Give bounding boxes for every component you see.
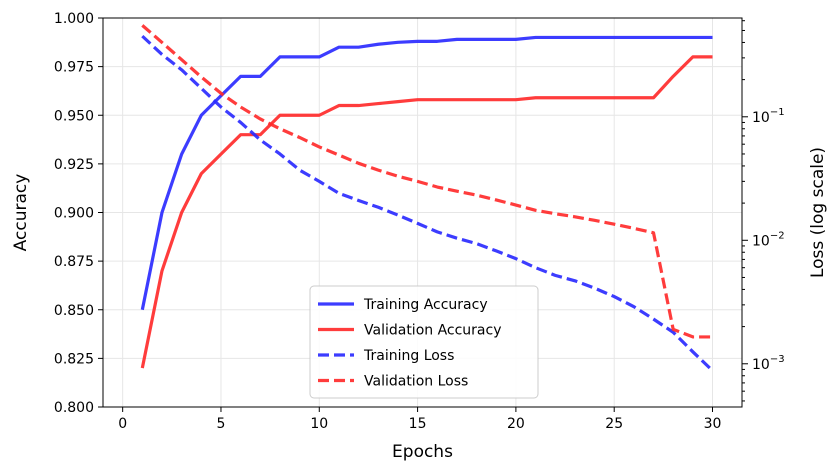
legend-box <box>309 285 539 399</box>
legend-label: Training Accuracy <box>363 297 488 313</box>
x-tick-label: 5 <box>217 416 226 432</box>
series-line-training-accuracy <box>140 35 713 311</box>
y-axis-right-title: Loss (log scale) <box>808 147 828 278</box>
x-tick-label: 30 <box>704 416 722 432</box>
plot-series <box>140 24 714 372</box>
y-left-tick-label: 0.800 <box>54 400 94 416</box>
y-left-tick-label: 0.925 <box>54 157 94 173</box>
legend-label: Training Loss <box>363 348 454 364</box>
y-axis-right: 10−1 10−2 10−3 <box>742 20 785 402</box>
legend-label: Validation Accuracy <box>364 323 502 339</box>
y-right-tick-label: 10−1 <box>752 107 785 126</box>
y-left-tick-label: 0.975 <box>54 60 94 76</box>
x-tick-label: 10 <box>310 416 328 432</box>
y-left-tick-label: 0.900 <box>54 206 94 222</box>
y-left-tick-label: 0.875 <box>54 254 94 270</box>
legend-label: Validation Loss <box>364 374 468 390</box>
y-right-tick-label: 10−2 <box>752 230 785 249</box>
y-left-tick-label: 1.000 <box>54 11 94 27</box>
y-axis-left: 0.800 0.825 0.850 0.875 0.900 0.925 0.950 0.975… <box>54 11 103 416</box>
legend: Training Accuracy Validation Accuracy Trai… <box>309 285 539 399</box>
grid <box>103 17 742 408</box>
x-tick-label: 0 <box>118 416 127 432</box>
y-left-tick-label: 0.825 <box>54 351 94 367</box>
y-right-tick-label: 10−3 <box>752 354 785 373</box>
y-left-tick-label: 0.850 <box>54 303 94 319</box>
x-tick-label: 25 <box>605 416 623 432</box>
series-line-validation-loss <box>141 24 713 339</box>
x-axis-title: Epochs <box>392 442 453 462</box>
x-axis: 0 5 10 15 20 25 30 <box>118 407 721 432</box>
x-tick-label: 20 <box>507 416 525 432</box>
y-axis-left-title: Accuracy <box>11 174 31 252</box>
series-line-training-loss <box>141 34 714 372</box>
y-left-tick-label: 0.950 <box>54 108 94 124</box>
x-tick-label: 15 <box>409 416 427 432</box>
series-line-validation-accuracy <box>140 55 713 369</box>
